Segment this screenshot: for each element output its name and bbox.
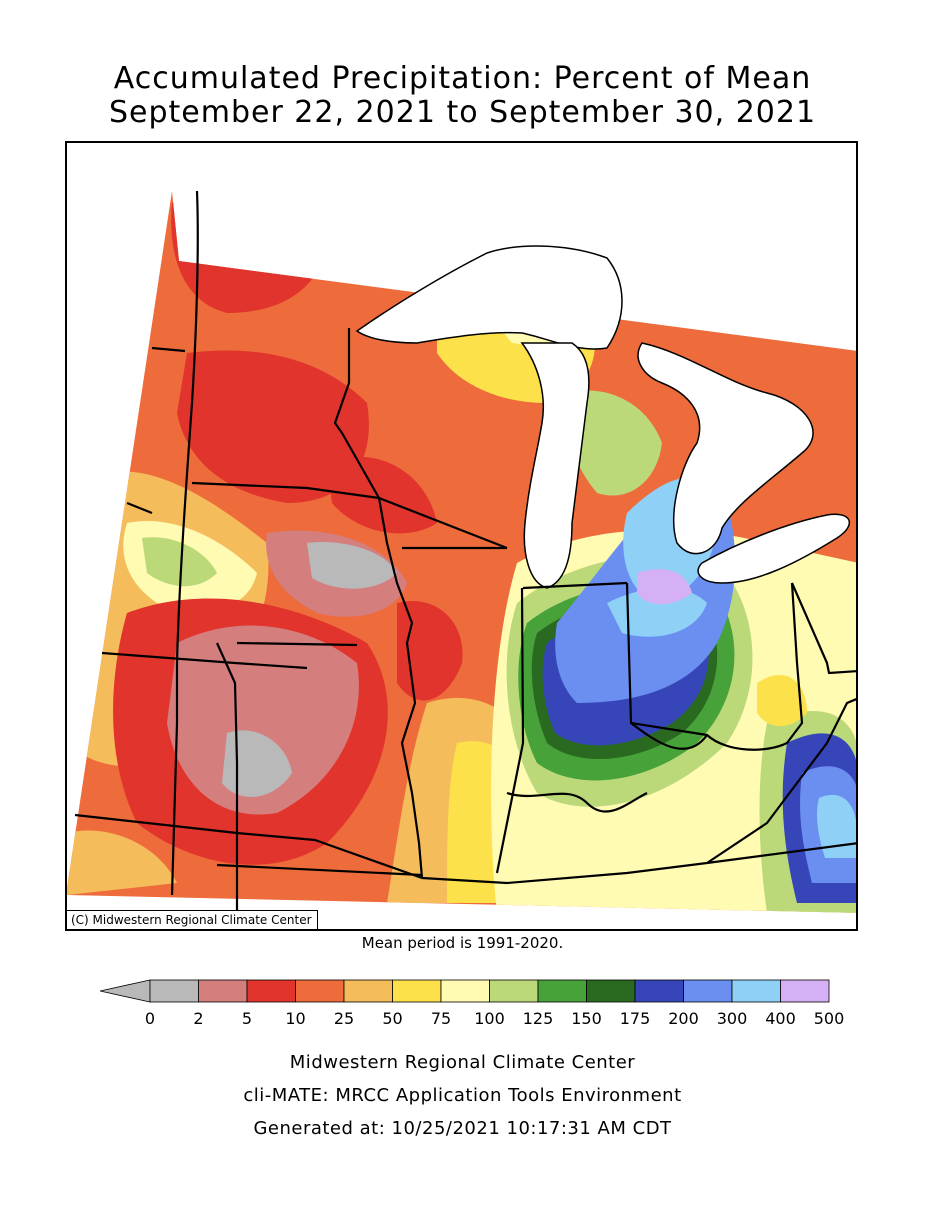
legend-label: 10 bbox=[285, 1009, 305, 1028]
legend-arrow bbox=[100, 979, 151, 1003]
map-title: Accumulated Precipitation: Percent of Me… bbox=[113, 61, 812, 96]
legend-swatch bbox=[392, 979, 442, 1003]
legend-swatch bbox=[246, 979, 296, 1003]
map-date-range: September 22, 2021 to September 30, 2021 bbox=[108, 95, 817, 130]
mean-period-note: Mean period is 1991-2020. bbox=[361, 934, 564, 952]
legend-swatch bbox=[343, 979, 393, 1003]
state-borders bbox=[74, 190, 856, 913]
legend-label: 400 bbox=[765, 1009, 796, 1028]
credit-generated: Generated at: 10/25/2021 10:17:31 AM CDT bbox=[253, 1118, 672, 1139]
great-lakes bbox=[355, 245, 851, 589]
precip-field bbox=[67, 191, 856, 913]
legend-swatch bbox=[586, 979, 636, 1003]
precipitation-map: (C) Midwestern Regional Climate Center bbox=[65, 141, 858, 931]
legend-label: 200 bbox=[668, 1009, 699, 1028]
legend-swatch bbox=[731, 979, 781, 1003]
legend-swatch bbox=[780, 979, 830, 1003]
legend-label: 150 bbox=[571, 1009, 602, 1028]
credit-org: Midwestern Regional Climate Center bbox=[289, 1052, 636, 1073]
legend-label: 0 bbox=[145, 1009, 155, 1028]
legend-label: 125 bbox=[523, 1009, 554, 1028]
legend-label: 500 bbox=[814, 1009, 845, 1028]
legend-label: 5 bbox=[242, 1009, 252, 1028]
legend-swatch bbox=[634, 979, 684, 1003]
legend-label: 175 bbox=[620, 1009, 651, 1028]
copyright-label: (C) Midwestern Regional Climate Center bbox=[67, 910, 318, 929]
legend-swatch bbox=[683, 979, 733, 1003]
legend-label: 2 bbox=[193, 1009, 203, 1028]
legend-label: 100 bbox=[474, 1009, 505, 1028]
map-canvas bbox=[67, 190, 856, 913]
legend-swatch bbox=[295, 979, 345, 1003]
legend-swatch bbox=[489, 979, 539, 1003]
color-legend: 0 2 5 10 25 50 75 100 125 150 175 200 300 400 500 bbox=[100, 979, 845, 1028]
legend-swatch bbox=[537, 979, 587, 1003]
legend-label: 75 bbox=[431, 1009, 451, 1028]
legend-swatch bbox=[149, 979, 199, 1003]
legend-label: 300 bbox=[717, 1009, 748, 1028]
legend-swatch bbox=[198, 979, 248, 1003]
legend-swatch bbox=[440, 979, 490, 1003]
legend-label: 25 bbox=[334, 1009, 354, 1028]
legend-label: 50 bbox=[382, 1009, 402, 1028]
credit-tool: cli-MATE: MRCC Application Tools Environ… bbox=[243, 1085, 682, 1106]
